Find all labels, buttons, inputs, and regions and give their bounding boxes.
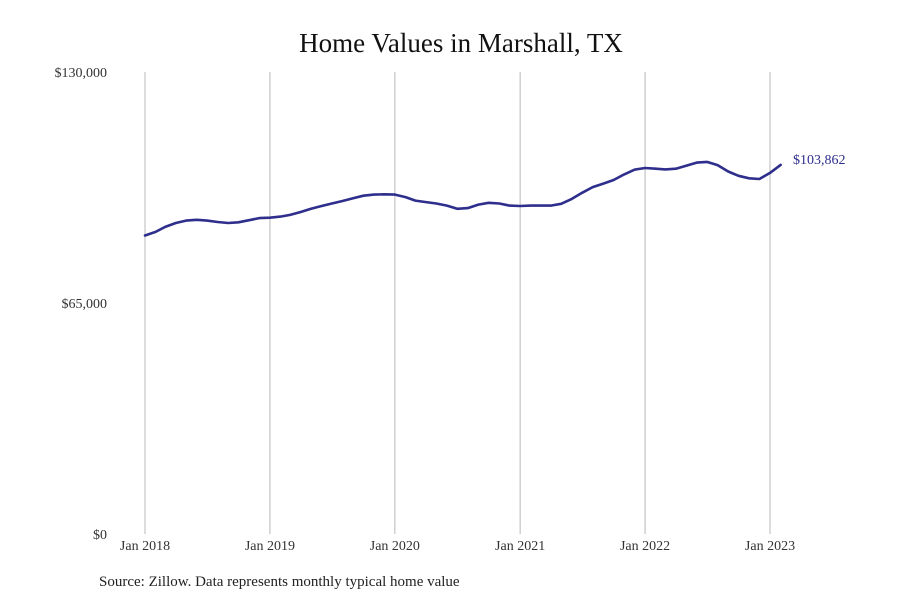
chart-title: Home Values in Marshall, TX	[299, 28, 623, 58]
y-tick-label: $0	[93, 528, 107, 543]
end-value-label: $103,862	[793, 153, 846, 168]
series-line-0	[143, 160, 782, 237]
x-tick-label: Jan 2018	[120, 539, 170, 554]
y-tick-label: $65,000	[62, 297, 108, 312]
x-tick-label: Jan 2019	[245, 539, 295, 554]
series-lines	[143, 160, 782, 237]
y-axis-tick-labels: $130,000 $65,000 $0	[55, 66, 108, 543]
x-axis-tick-labels: Jan 2018 Jan 2019 Jan 2020 Jan 2021 Jan 2022…	[120, 539, 795, 554]
x-tick-label: Jan 2023	[745, 539, 795, 554]
y-tick-label: $130,000	[55, 66, 108, 81]
x-tick-label: Jan 2021	[495, 539, 545, 554]
x-tick-label: Jan 2022	[620, 539, 670, 554]
vertical-gridlines	[144, 72, 771, 534]
x-tick-label: Jan 2020	[370, 539, 420, 554]
source-note: Source: Zillow. Data represents monthly …	[99, 574, 460, 590]
